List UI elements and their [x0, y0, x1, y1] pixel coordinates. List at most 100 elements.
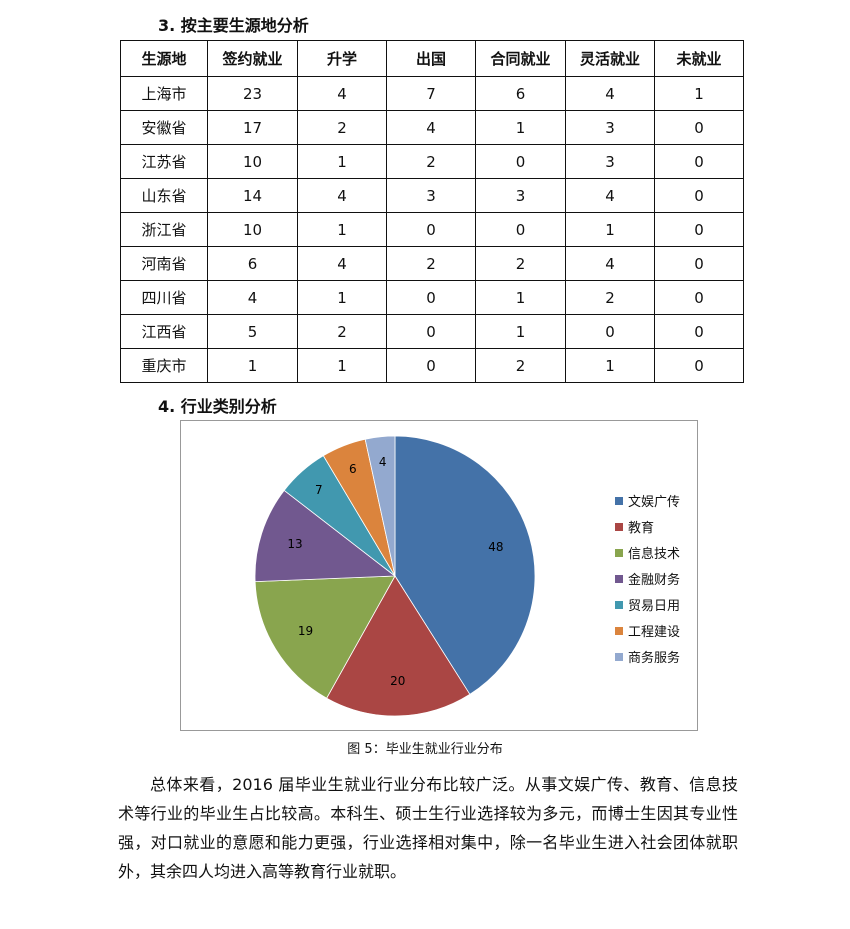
- count-cell: 0: [654, 348, 744, 383]
- legend-swatch: [615, 626, 623, 635]
- section-3-heading: 3. 按主要生源地分析: [158, 16, 309, 35]
- count-cell: 0: [654, 212, 744, 247]
- table-row: 江西省 5 2 0 1 0 0: [120, 314, 744, 349]
- count-cell: 6: [207, 246, 298, 281]
- count-cell: 1: [565, 348, 655, 383]
- column-header: 签约就业: [207, 40, 298, 77]
- count-cell: 1: [475, 314, 566, 349]
- data-label: 7: [315, 483, 323, 497]
- pie-chart: 48 20 19 13 7 6 4 文娱广传 教育 信息技术 金融财务 贸易日用 工程建设 商务服务: [180, 420, 698, 731]
- column-header: 出国: [386, 40, 476, 77]
- legend-item: 教育: [615, 517, 654, 536]
- count-cell: 1: [207, 348, 298, 383]
- count-cell: 10: [207, 144, 298, 179]
- count-cell: 6: [475, 76, 566, 111]
- count-cell: 0: [386, 212, 476, 247]
- count-cell: 14: [207, 178, 298, 213]
- legend-label: 工程建设: [628, 625, 681, 640]
- count-cell: 5: [207, 314, 298, 349]
- count-cell: 2: [475, 246, 566, 281]
- data-label: 19: [298, 624, 313, 638]
- region-cell: 江西省: [120, 314, 208, 349]
- count-cell: 4: [297, 178, 387, 213]
- legend-item: 信息技术: [615, 543, 680, 562]
- legend-swatch: [615, 522, 623, 531]
- legend-swatch: [615, 496, 623, 505]
- legend-swatch: [615, 548, 623, 557]
- count-cell: 0: [654, 144, 744, 179]
- table-row: 安徽省 17 2 4 1 3 0: [120, 110, 744, 145]
- count-cell: 2: [386, 246, 476, 281]
- count-cell: 4: [565, 246, 655, 281]
- table-row: 重庆市 1 1 0 2 1 0: [120, 348, 744, 383]
- count-cell: 3: [386, 178, 476, 213]
- count-cell: 1: [297, 144, 387, 179]
- data-label: 13: [287, 537, 302, 551]
- count-cell: 1: [654, 76, 744, 111]
- region-cell: 四川省: [120, 280, 208, 315]
- count-cell: 2: [565, 280, 655, 315]
- legend-item: 商务服务: [615, 647, 680, 666]
- count-cell: 4: [297, 246, 387, 281]
- data-label: 6: [349, 462, 357, 476]
- count-cell: 7: [386, 76, 476, 111]
- count-cell: 1: [475, 110, 566, 145]
- pie-slice: [326, 575, 471, 717]
- count-cell: 2: [475, 348, 566, 383]
- legend-item: 文娱广传: [615, 491, 680, 510]
- count-cell: 1: [475, 280, 566, 315]
- region-cell: 江苏省: [120, 144, 208, 179]
- table-row: 浙江省 10 1 0 0 1 0: [120, 212, 744, 247]
- column-header: 灵活就业: [565, 40, 655, 77]
- pie-slice: [394, 435, 536, 695]
- count-cell: 4: [565, 76, 655, 111]
- table-row: 江苏省 10 1 2 0 3 0: [120, 144, 744, 179]
- data-label: 20: [390, 674, 405, 688]
- count-cell: 1: [565, 212, 655, 247]
- count-cell: 4: [386, 110, 476, 145]
- legend-label: 文娱广传: [628, 495, 681, 510]
- pie-slice: [254, 489, 397, 583]
- pie-slice: [364, 435, 396, 577]
- count-cell: 1: [297, 212, 387, 247]
- legend-swatch: [615, 574, 623, 583]
- count-cell: 0: [654, 178, 744, 213]
- body-paragraph: 总体来看，2016 届毕业生就业行业分布比较广泛。从事文娱广传、教育、信息技术等…: [118, 775, 738, 881]
- column-header: 升学: [297, 40, 387, 77]
- data-label: 48: [488, 540, 503, 554]
- table-row: 上海市 23 4 7 6 4 1: [120, 76, 744, 111]
- legend-label: 教育: [628, 521, 655, 536]
- count-cell: 0: [565, 314, 655, 349]
- count-cell: 4: [297, 76, 387, 111]
- count-cell: 0: [654, 280, 744, 315]
- count-cell: 0: [654, 314, 744, 349]
- column-header: 生源地: [120, 40, 208, 77]
- count-cell: 2: [297, 314, 387, 349]
- legend-item: 工程建设: [615, 621, 680, 640]
- table-row: 山东省 14 4 3 3 4 0: [120, 178, 744, 213]
- source-region-table: 生源地 签约就业 升学 出国 合同就业 灵活就业 未就业 上海市 23 4 7 6 4 1 安徽省 17 2 4…: [120, 40, 744, 383]
- column-header: 合同就业: [475, 40, 566, 77]
- legend-label: 贸易日用: [628, 599, 681, 614]
- region-cell: 安徽省: [120, 110, 208, 145]
- count-cell: 4: [565, 178, 655, 213]
- legend-item: 贸易日用: [615, 595, 680, 614]
- legend-label: 金融财务: [628, 573, 681, 588]
- count-cell: 0: [654, 246, 744, 281]
- region-cell: 重庆市: [120, 348, 208, 383]
- legend-item: 金融财务: [615, 569, 680, 588]
- table-row: 河南省 6 4 2 2 4 0: [120, 246, 744, 281]
- pie-chart-svg: 48 20 19 13 7 6 4: [254, 435, 536, 717]
- count-cell: 0: [386, 348, 476, 383]
- section-4-heading: 4. 行业类别分析: [158, 397, 277, 416]
- count-cell: 0: [475, 144, 566, 179]
- count-cell: 1: [297, 280, 387, 315]
- count-cell: 0: [475, 212, 566, 247]
- count-cell: 0: [386, 314, 476, 349]
- column-header: 未就业: [654, 40, 744, 77]
- table-header-row: 生源地 签约就业 升学 出国 合同就业 灵活就业 未就业: [120, 40, 744, 77]
- pie-slice: [254, 575, 396, 699]
- legend-label: 商务服务: [628, 651, 681, 666]
- legend-swatch: [615, 652, 623, 661]
